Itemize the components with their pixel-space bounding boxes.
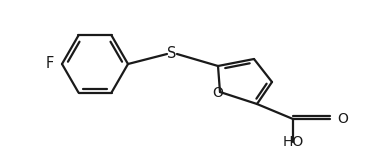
Text: O: O [337, 112, 348, 126]
Text: S: S [167, 47, 177, 62]
Text: HO: HO [283, 135, 304, 149]
Text: F: F [46, 57, 54, 72]
Text: O: O [213, 86, 223, 100]
